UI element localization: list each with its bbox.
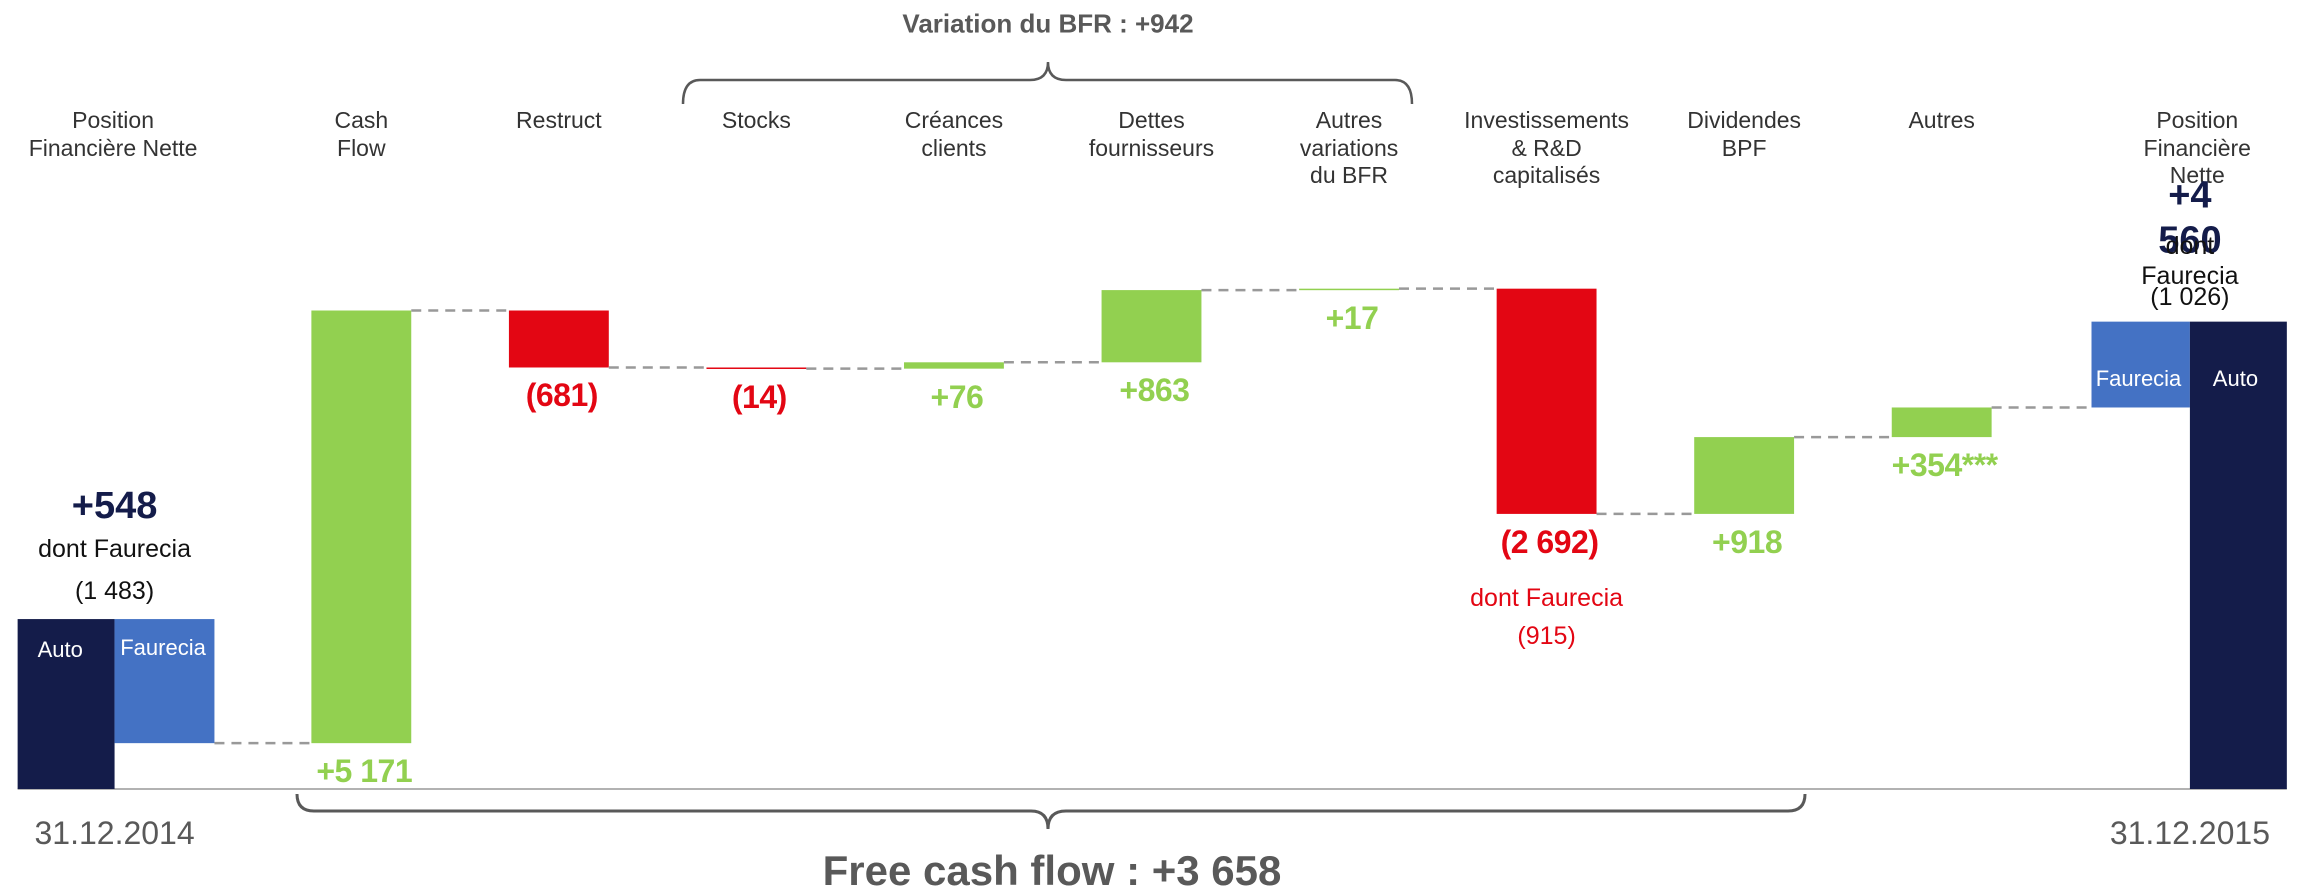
category-label: Dettes fournisseurs <box>1088 107 1215 161</box>
date-label: 31.12.2014 <box>34 814 195 851</box>
bfr-brace <box>681 61 1414 105</box>
value-label: (681) <box>525 377 599 414</box>
date-label: 31.12.2015 <box>2109 814 2270 851</box>
faurecia-value: (1 026) <box>2150 282 2230 311</box>
bar <box>311 310 412 744</box>
total-label: +4 560 <box>2158 174 2222 262</box>
faurecia-name: Faurecia <box>2095 366 2182 392</box>
category-label: Position Financière Nette <box>2143 107 2251 189</box>
value-label: (2 692) <box>1500 523 1599 560</box>
bar <box>1694 437 1795 514</box>
auto-name: Auto <box>37 636 83 662</box>
bar <box>1101 290 1202 363</box>
auto-bar <box>2189 321 2287 789</box>
note-value: (915) <box>1517 621 1576 650</box>
value-label: +17 <box>1325 299 1379 336</box>
category-label: Dividendes BPF <box>1687 107 1802 161</box>
sub-label: dont Faurecia <box>38 534 191 563</box>
note-label: dont Faurecia <box>1470 583 1624 612</box>
category-label: Position Financière Nette <box>28 107 198 161</box>
category-label: Investissements & R&D capitalisés <box>1464 107 1630 189</box>
category-label: Autres <box>1908 107 1975 134</box>
value-label: (14) <box>731 378 787 415</box>
bfr-annotation: Variation du BFR : +942 <box>902 8 1194 39</box>
bar <box>508 310 609 368</box>
fcf-annotation: Free cash flow : +3 658 <box>822 846 1282 891</box>
category-label: Stocks <box>721 107 791 134</box>
value-label: +863 <box>1119 372 1190 409</box>
value-label: +76 <box>930 378 984 415</box>
bar <box>1496 288 1597 514</box>
value-label: +918 <box>1712 523 1783 560</box>
total-label: +548 <box>71 485 158 528</box>
bar <box>706 367 807 369</box>
value-label: +354*** <box>1891 446 1998 483</box>
category-label: Créances clients <box>904 107 1004 161</box>
bar <box>1299 288 1399 291</box>
faurecia-value: (1 483) <box>74 577 155 606</box>
faurecia-bar <box>114 619 215 744</box>
bar <box>904 362 1004 369</box>
fcf-brace <box>295 793 1807 830</box>
category-label: Autres variations du BFR <box>1299 107 1399 189</box>
sub-label: dont Faurecia <box>2141 232 2239 291</box>
faurecia-name: Faurecia <box>120 635 206 661</box>
faurecia-bar <box>2091 321 2190 408</box>
category-label: Cash Flow <box>334 107 389 161</box>
auto-bar <box>17 619 115 789</box>
value-label: +5 171 <box>316 752 413 789</box>
auto-name: Auto <box>2212 366 2259 392</box>
bar <box>1891 407 1992 438</box>
category-label: Restruct <box>516 107 602 134</box>
